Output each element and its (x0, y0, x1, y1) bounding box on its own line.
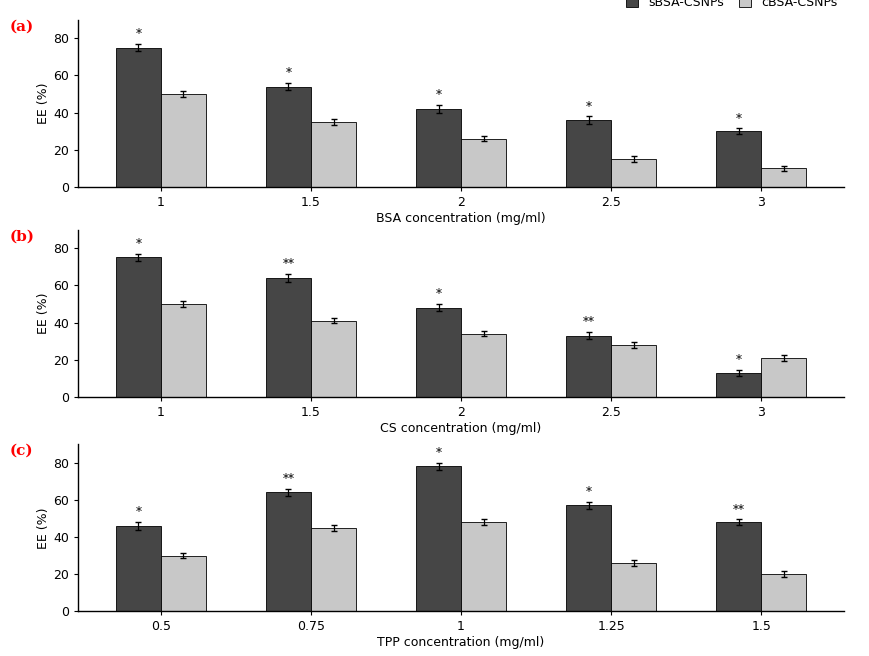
Text: *: * (136, 506, 141, 520)
Bar (310, 321, 355, 397)
Bar (611, 563, 655, 611)
Text: *: * (285, 67, 291, 80)
Text: *: * (735, 113, 741, 126)
Bar (310, 122, 355, 187)
Bar (611, 345, 655, 397)
Bar (116, 48, 161, 187)
Bar (760, 358, 806, 397)
Text: *: * (136, 238, 141, 251)
Text: *: * (435, 288, 441, 301)
Text: **: ** (282, 473, 294, 486)
X-axis label: CS concentration (mg/ml): CS concentration (mg/ml) (380, 422, 541, 435)
Bar (715, 373, 760, 397)
Bar (116, 526, 161, 611)
Legend: sBSA-CSNPs, cBSA-CSNPs: sBSA-CSNPs, cBSA-CSNPs (625, 0, 837, 9)
Bar (415, 466, 461, 611)
Text: *: * (585, 100, 591, 113)
Bar (566, 505, 611, 611)
Bar (461, 334, 506, 397)
Text: *: * (585, 486, 591, 499)
Text: *: * (136, 28, 141, 41)
Bar (116, 257, 161, 397)
Y-axis label: EE (%): EE (%) (37, 83, 50, 124)
Bar (415, 308, 461, 397)
Text: **: ** (282, 258, 294, 272)
Bar (611, 159, 655, 187)
Y-axis label: EE (%): EE (%) (37, 507, 50, 548)
X-axis label: BSA concentration (mg/ml): BSA concentration (mg/ml) (376, 212, 545, 225)
Text: (a): (a) (10, 20, 34, 33)
Bar (715, 131, 760, 187)
Bar (461, 138, 506, 187)
Bar (566, 335, 611, 397)
Bar (415, 109, 461, 187)
Bar (310, 527, 355, 611)
Bar (760, 169, 806, 187)
Bar (161, 556, 206, 611)
Text: (c): (c) (10, 444, 33, 458)
Text: **: ** (732, 504, 744, 517)
Bar (461, 522, 506, 611)
Text: (b): (b) (10, 230, 35, 243)
Bar (161, 94, 206, 187)
Text: *: * (435, 447, 441, 460)
Bar (760, 574, 806, 611)
X-axis label: TPP concentration (mg/ml): TPP concentration (mg/ml) (377, 636, 544, 649)
Y-axis label: EE (%): EE (%) (37, 293, 50, 334)
Bar (566, 120, 611, 187)
Bar (161, 304, 206, 397)
Bar (266, 493, 310, 611)
Bar (715, 522, 760, 611)
Text: *: * (735, 354, 741, 367)
Bar (266, 278, 310, 397)
Bar (266, 87, 310, 187)
Text: *: * (435, 89, 441, 102)
Text: **: ** (582, 316, 594, 329)
